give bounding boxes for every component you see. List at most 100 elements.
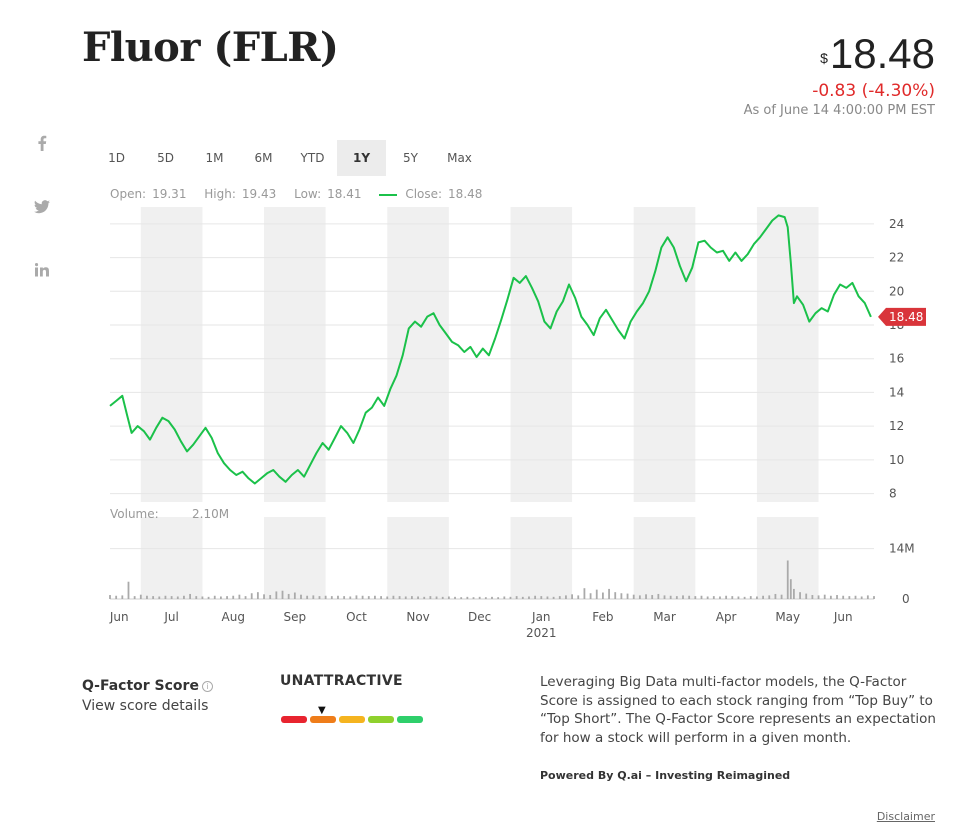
volume-bar: [789, 579, 792, 599]
powered-by: Powered By Q.ai – Investing Reimagined: [540, 769, 791, 782]
volume-bar: [386, 596, 389, 599]
range-1m[interactable]: 1M: [205, 151, 224, 165]
qfactor-description: Leveraging Big Data multi-factor models,…: [540, 674, 936, 746]
volume-bar: [749, 596, 752, 599]
volume-bar: [183, 595, 185, 599]
volume-bar: [472, 597, 475, 599]
volume-bar: [700, 595, 703, 599]
volume-bar: [497, 597, 500, 599]
volume-bar: [361, 595, 364, 599]
volume-bar: [571, 594, 573, 599]
volume-bar: [220, 596, 222, 599]
close-legend-line: [379, 187, 401, 201]
qfactor-title: Q-Factor Score i: [82, 678, 213, 694]
month-band: [510, 207, 573, 502]
volume-bar: [250, 593, 253, 599]
volume-bar: [367, 596, 370, 599]
volume-bar: [595, 589, 598, 599]
range-selector: 1D 5D 1M 6M YTD 1Y 5Y Max: [92, 140, 484, 176]
volume-bar: [669, 595, 672, 599]
volume-bar: [577, 595, 580, 599]
volume-bar: [811, 595, 814, 599]
volume-bar: [694, 596, 697, 599]
volume-bar: [774, 593, 777, 599]
volume-bar: [176, 596, 179, 599]
volume-bar: [195, 596, 198, 599]
page-title: Fluor (FLR): [82, 24, 339, 71]
x-year-label: 2021: [526, 626, 557, 640]
qfactor-title-text: Q-Factor Score: [82, 678, 199, 694]
disclaimer-link[interactable]: Disclaimer: [876, 810, 935, 823]
chart-card: 8101214161820222418.48Volume:2.10M14M0Ju…: [82, 132, 935, 646]
volume-bar: [515, 596, 518, 599]
volume-bar: [207, 596, 210, 599]
x-tick-label: Mar: [653, 610, 676, 624]
volume-bar: [170, 596, 173, 599]
range-6m[interactable]: 6M: [254, 151, 273, 165]
volume-bar: [380, 596, 382, 599]
volume-bar: [429, 596, 432, 599]
volume-bar: [651, 595, 654, 599]
volume-bar: [263, 594, 265, 599]
volume-bar: [355, 595, 358, 599]
x-tick-label: Oct: [346, 610, 367, 624]
volume-bar: [768, 595, 771, 599]
volume-bar: [238, 594, 241, 599]
open-value: 19.31: [152, 187, 187, 201]
volume-bar: [201, 596, 204, 599]
volume-bar: [256, 592, 259, 599]
month-band: [633, 517, 696, 599]
x-tick-label: Aug: [222, 610, 245, 624]
rating-segment-attractive: [368, 716, 394, 723]
volume-bar: [109, 595, 111, 599]
open-label: Open:: [110, 187, 147, 201]
x-tick-label: Nov: [406, 610, 429, 624]
y-tick-label: 12: [889, 419, 904, 433]
as-of-timestamp: As of June 14 4:00:00 PM EST: [743, 103, 935, 118]
linkedin-icon[interactable]: [32, 263, 52, 282]
volume-bar: [158, 596, 161, 599]
volume-bar: [780, 594, 783, 599]
range-max[interactable]: Max: [447, 151, 472, 165]
month-band: [264, 207, 326, 502]
volume-bar: [743, 596, 746, 599]
volume-bar: [213, 595, 216, 599]
twitter-icon[interactable]: [32, 200, 52, 219]
volume-bar: [558, 596, 561, 599]
volume-bar: [133, 596, 136, 599]
range-1d[interactable]: 1D: [108, 151, 125, 165]
range-5d[interactable]: 5D: [157, 151, 174, 165]
view-score-details-link[interactable]: View score details: [82, 698, 209, 714]
volume-bar: [657, 593, 660, 599]
volume-bar: [866, 595, 869, 599]
month-band: [140, 517, 203, 599]
x-tick-label: Feb: [592, 610, 613, 624]
price-change: -0.83 (-4.30%): [812, 81, 935, 101]
range-1y[interactable]: 1Y: [337, 140, 386, 176]
volume-bar: [873, 596, 875, 599]
rating-scale: [281, 716, 423, 723]
volume-bar: [189, 593, 191, 599]
range-5y[interactable]: 5Y: [403, 151, 418, 165]
info-icon[interactable]: i: [201, 680, 213, 692]
volume-bar: [842, 595, 845, 599]
range-ytd[interactable]: YTD: [300, 151, 325, 165]
volume-bar: [281, 590, 284, 599]
volume-bar: [688, 595, 691, 599]
low-value: 18.41: [327, 187, 362, 201]
facebook-icon[interactable]: [32, 135, 52, 156]
volume-bar: [546, 596, 549, 599]
volume-bar: [854, 595, 857, 599]
volume-bar: [626, 593, 629, 599]
volume-bar: [226, 596, 228, 599]
high-label: High:: [204, 187, 236, 201]
y-tick-label: 10: [889, 453, 904, 467]
price-chart[interactable]: 8101214161820222418.48Volume:2.10M14M0Ju…: [82, 132, 935, 646]
month-band: [387, 207, 449, 502]
volume-bar: [675, 596, 678, 599]
volume-bar: [312, 595, 315, 599]
volume-bar: [152, 596, 155, 599]
volume-bar: [762, 595, 764, 599]
rating-segment-top-short: [281, 716, 307, 723]
volume-bar: [121, 595, 124, 599]
